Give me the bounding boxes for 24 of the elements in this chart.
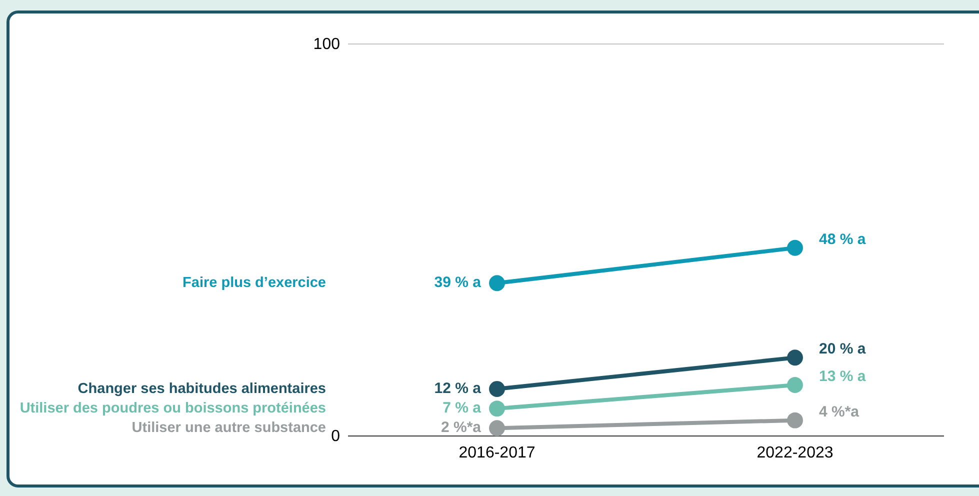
x-tick-label: 2016-2017 (458, 444, 536, 462)
point (787, 412, 803, 428)
point (489, 380, 505, 397)
data-label: 39 % a (434, 274, 482, 292)
y-tick-label: 100 (313, 36, 340, 54)
point (787, 240, 803, 256)
point (787, 350, 803, 366)
text: Changer ses habitudes alimentaires (78, 380, 326, 397)
data-label: 2 %*a (440, 419, 482, 436)
data-label: 7 % a (442, 400, 482, 417)
text: Utiliser une autre substance (132, 420, 326, 436)
y-tick-label: 0 (331, 428, 340, 446)
data-label: 12 % a (434, 380, 482, 397)
data-label: 4 %*a (819, 403, 860, 420)
text: Faire plus d’exercice (182, 274, 326, 291)
x-tick-label: 2022-2023 (756, 444, 834, 462)
data-label: 13 % a (819, 368, 866, 386)
point (787, 377, 803, 394)
point (489, 275, 505, 292)
text: Utiliser des poudres ou boissons protéinées (20, 400, 326, 416)
data-label: 48 % a (819, 230, 866, 248)
point (489, 400, 505, 417)
data-label: 20 % a (819, 340, 866, 358)
point (489, 420, 505, 436)
